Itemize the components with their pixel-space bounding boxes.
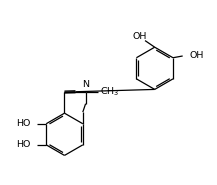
Text: HO: HO — [16, 119, 31, 128]
Text: OH: OH — [189, 51, 204, 60]
Text: OH: OH — [133, 32, 147, 41]
Text: CH$_3$: CH$_3$ — [100, 85, 119, 98]
Text: HO: HO — [16, 140, 31, 149]
Text: N: N — [82, 80, 89, 89]
